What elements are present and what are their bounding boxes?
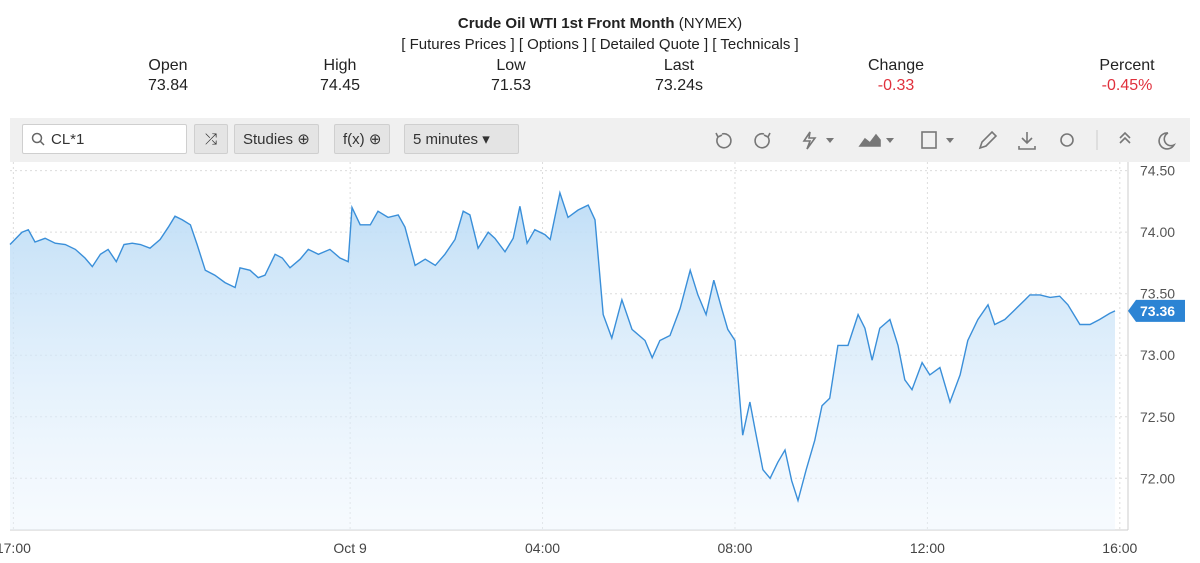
x-tick-label: 17:00 [0,540,31,556]
instrument-title: Crude Oil WTI 1st Front Month [457,15,675,32]
layout-icon[interactable] [921,131,937,149]
search-icon [31,132,45,146]
price-line [9,190,1116,503]
download-icon[interactable] [1018,132,1036,150]
stat-label: Open [148,57,188,74]
settings-icon[interactable] [1060,133,1074,147]
chart-type-icon[interactable] [858,133,881,147]
y-tick-label: 73.00 [1140,347,1175,363]
last-price-tag [1128,299,1185,322]
symbol-search[interactable]: CL*1 [22,124,187,154]
chart: 72.00 72.50 73.00 73.50 74.00 74.50 17:00 Oct 9… [0,162,1185,556]
redo-icon[interactable] [754,132,771,149]
link[interactable]: [ Options ] [518,36,588,53]
pencil-icon[interactable] [978,130,998,150]
x-tick-label: 16:00 [1102,540,1137,556]
y-tick-label: 72.00 [1140,470,1175,486]
y-tick-label: 74.50 [1140,163,1175,179]
function-button[interactable]: f(x) ⊕ [334,124,391,154]
x-tick-label: 04:00 [525,540,560,556]
draw-icon[interactable] [802,131,817,150]
title-row: Crude Oil WTI 1st Front Month (NYMEX) [0,15,1200,32]
stat-label: High [323,57,357,74]
last-price-label: 73.36 [1140,303,1175,319]
stat-value: 71.53 [490,77,532,94]
interval-button[interactable]: 5 minutes ▾ [404,124,519,154]
link[interactable]: [ Detailed Quote ] [591,36,709,53]
link[interactable]: [ Technicals ] [712,36,799,53]
undo-icon[interactable] [715,132,732,149]
y-tick-label: 74.00 [1140,224,1175,240]
interval-label: 5 minutes [413,131,479,148]
x-tick-label: 08:00 [717,540,752,556]
exchange: (NYMEX) [678,15,743,32]
y-tick-label: 73.50 [1140,286,1175,302]
link[interactable]: [ Futures Prices ] [401,36,515,53]
stat-value: 73.24s [654,77,704,94]
links-row: [ Futures Prices ] [ Options ] [ Detaile… [0,36,1200,53]
function-label: f(x) [343,131,365,148]
studies-button[interactable]: Studies ⊕ [234,124,319,154]
stat-value: -0.45% [1101,77,1153,94]
toolbar: CL*1 ⤮ Studies ⊕ f(x) ⊕ 5 minutes ▾ [10,118,1190,162]
studies-label: Studies [243,131,294,148]
y-tick-label: 72.50 [1140,409,1175,425]
x-tick-label: Oct 9 [333,540,367,556]
stat-label: Low [496,57,526,74]
stat-value: 74.45 [319,77,361,94]
collapse-icon[interactable] [1119,131,1131,144]
symbol: CL*1 [51,131,85,148]
area-fill [10,192,1115,531]
toolbar-icons [715,130,1177,150]
stat-label: Percent [1099,57,1155,74]
stat-value: 73.84 [147,77,189,94]
x-tick-label: 12:00 [910,540,945,556]
stat-value: -0.33 [877,77,915,94]
stat-label: Last [663,57,695,74]
compare-button[interactable]: ⤮ [194,124,228,154]
stat-label: Change [867,57,925,74]
theme-icon[interactable] [1158,132,1177,150]
